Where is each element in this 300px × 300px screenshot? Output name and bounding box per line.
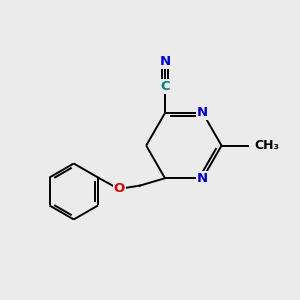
Text: CH₃: CH₃ [255,139,280,152]
Text: N: N [197,106,208,119]
Text: O: O [114,182,125,195]
Text: C: C [160,80,170,93]
Text: N: N [160,55,171,68]
Text: N: N [197,172,208,185]
Text: CH₃: CH₃ [254,139,279,152]
